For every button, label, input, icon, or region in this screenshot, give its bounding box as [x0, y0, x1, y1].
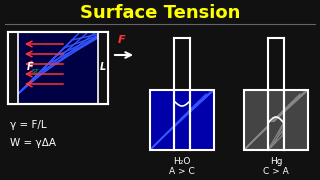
- Text: A > C: A > C: [169, 168, 195, 177]
- Text: W = γΔA: W = γΔA: [10, 138, 56, 148]
- Bar: [150, 90, 214, 150]
- Bar: [8, 32, 108, 104]
- Bar: [8, 32, 18, 104]
- Text: Hg: Hg: [270, 156, 282, 165]
- Text: ST: ST: [32, 69, 40, 73]
- Bar: [8, 32, 108, 104]
- Bar: [98, 32, 108, 104]
- Text: Surface Tension: Surface Tension: [80, 4, 240, 22]
- Text: C > A: C > A: [263, 168, 289, 177]
- Text: H₂O: H₂O: [173, 156, 191, 165]
- Bar: [244, 90, 308, 150]
- Bar: [269, 122, 283, 150]
- Bar: [175, 90, 189, 102]
- Text: F: F: [118, 35, 126, 45]
- Text: γ = F/L: γ = F/L: [10, 120, 47, 130]
- Text: L: L: [100, 62, 106, 72]
- Bar: [150, 90, 214, 150]
- Text: F: F: [27, 62, 33, 72]
- Bar: [244, 90, 308, 150]
